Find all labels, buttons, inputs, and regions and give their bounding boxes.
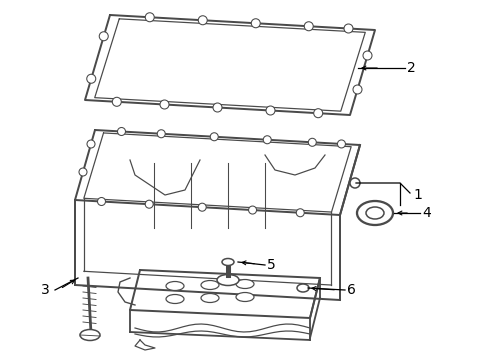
Circle shape	[157, 130, 165, 138]
Ellipse shape	[80, 329, 100, 341]
Text: 1: 1	[413, 188, 422, 202]
Text: 3: 3	[41, 283, 50, 297]
Circle shape	[266, 106, 275, 115]
Circle shape	[98, 198, 105, 206]
Circle shape	[160, 100, 169, 109]
Ellipse shape	[236, 279, 254, 288]
Circle shape	[344, 24, 353, 33]
Text: 2: 2	[407, 61, 416, 75]
Circle shape	[248, 206, 257, 214]
Ellipse shape	[366, 207, 384, 219]
Circle shape	[210, 133, 218, 141]
Ellipse shape	[357, 201, 393, 225]
Circle shape	[198, 203, 206, 211]
Ellipse shape	[166, 282, 184, 291]
Ellipse shape	[297, 284, 309, 292]
Circle shape	[308, 138, 317, 146]
Circle shape	[87, 140, 95, 148]
Circle shape	[304, 22, 313, 31]
Circle shape	[145, 200, 153, 208]
Circle shape	[213, 103, 222, 112]
Circle shape	[112, 97, 122, 106]
Text: 6: 6	[347, 283, 356, 297]
Circle shape	[353, 85, 362, 94]
Ellipse shape	[166, 294, 184, 303]
Circle shape	[145, 13, 154, 22]
Circle shape	[87, 74, 96, 83]
Ellipse shape	[217, 274, 239, 285]
Circle shape	[198, 16, 207, 25]
Circle shape	[79, 168, 87, 176]
Circle shape	[363, 51, 372, 60]
Circle shape	[99, 32, 108, 41]
Circle shape	[296, 209, 304, 217]
Ellipse shape	[201, 293, 219, 302]
Circle shape	[314, 109, 323, 118]
Circle shape	[338, 140, 345, 148]
Ellipse shape	[222, 258, 234, 266]
Circle shape	[263, 136, 271, 144]
Ellipse shape	[201, 280, 219, 289]
Circle shape	[118, 127, 125, 135]
Text: 5: 5	[267, 258, 276, 272]
Text: 4: 4	[422, 206, 431, 220]
Circle shape	[251, 19, 260, 28]
Ellipse shape	[236, 292, 254, 302]
Circle shape	[350, 178, 360, 188]
